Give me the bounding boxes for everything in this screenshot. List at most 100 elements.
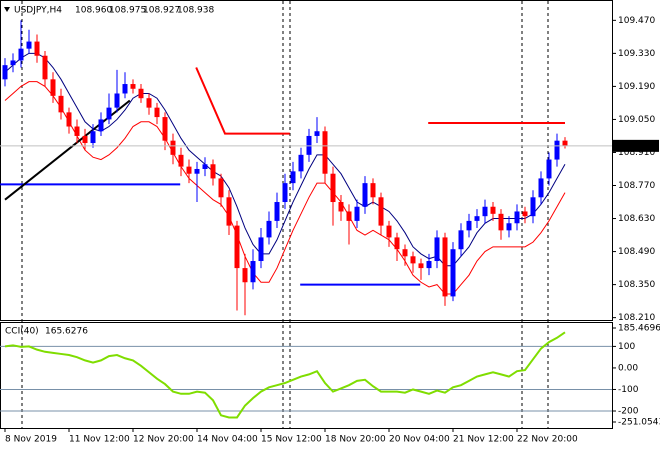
candle-body xyxy=(370,183,376,198)
candle-body xyxy=(394,237,400,250)
y-tick-label: 108.490 xyxy=(618,247,655,257)
candle-body xyxy=(210,164,216,179)
y-tick-label: 109.190 xyxy=(618,82,655,92)
candle-body xyxy=(458,230,464,250)
candle-body xyxy=(74,126,80,136)
candle-body xyxy=(34,41,40,56)
candle-body xyxy=(330,173,336,203)
indicator-value: 165.6276 xyxy=(45,327,88,337)
y-tick-label: 109.050 xyxy=(618,115,655,125)
moving-average xyxy=(4,52,566,267)
candle-body xyxy=(90,131,96,144)
menu-arrow[interactable] xyxy=(4,7,10,12)
candle-body xyxy=(170,140,176,155)
x-tick-label: 12 Nov 20:00 xyxy=(133,435,194,445)
ohlc-value: 108.927 xyxy=(143,6,180,16)
candle-body xyxy=(218,178,224,198)
symbol-title: USDJPY,H4 xyxy=(14,6,62,16)
trend-line xyxy=(195,67,290,135)
candle-body xyxy=(482,206,488,217)
candle-body xyxy=(490,206,496,214)
y-tick-label: -100 xyxy=(618,385,639,395)
candle-body xyxy=(538,178,544,198)
candle-body xyxy=(242,268,248,283)
candle-body xyxy=(514,211,520,224)
candle-body xyxy=(314,131,320,136)
candle-body xyxy=(546,159,552,179)
x-tick-label: 14 Nov 04:00 xyxy=(197,435,258,445)
candle-body xyxy=(258,237,264,262)
x-tick-label: 18 Nov 20:00 xyxy=(325,435,386,445)
x-tick-label: 15 Nov 12:00 xyxy=(261,435,322,445)
candle-body xyxy=(354,206,360,221)
candle-body xyxy=(122,84,128,94)
candle-body xyxy=(362,183,368,207)
y-tick-label: 0.00 xyxy=(618,363,638,373)
ohlc-value: 108.960 xyxy=(75,6,112,16)
candle-body xyxy=(26,41,32,49)
candle-body xyxy=(298,154,304,172)
candle-body xyxy=(450,249,456,297)
x-tick-label: 8 Nov 2019 xyxy=(5,435,57,445)
candle-body xyxy=(106,107,112,120)
current-price-label: 108.938 xyxy=(618,141,655,151)
candle-body xyxy=(346,211,352,221)
candle-body xyxy=(466,220,472,231)
candle-body xyxy=(18,48,24,61)
y-tick-label: 108.770 xyxy=(618,181,655,191)
current-price-box xyxy=(613,139,659,152)
y-tick-label: 108.350 xyxy=(618,280,655,290)
price-panel xyxy=(0,0,613,321)
candle-body xyxy=(146,98,152,108)
candle-body xyxy=(498,213,504,231)
candle-body xyxy=(58,95,64,113)
candle-body xyxy=(554,140,560,160)
y-tick-label: 100 xyxy=(618,342,635,352)
y-tick-label: 109.330 xyxy=(618,49,655,59)
candle-body xyxy=(178,154,184,167)
y-tick-label: -251.0543 xyxy=(618,418,660,428)
indicator-title: CCI(40) xyxy=(5,327,39,337)
candle-body xyxy=(402,249,408,257)
candle-body xyxy=(530,197,536,217)
candle-body xyxy=(386,225,392,238)
candle-body xyxy=(66,112,72,127)
candle-body xyxy=(378,197,384,226)
candle-body xyxy=(426,261,432,269)
y-tick-label: 108.910 xyxy=(618,148,655,158)
candle-body xyxy=(290,171,296,184)
candle-body xyxy=(442,237,448,297)
candle-body xyxy=(434,237,440,262)
candle-body xyxy=(2,65,8,80)
candle-body xyxy=(226,197,232,226)
candle-body xyxy=(202,164,208,169)
candle-body xyxy=(274,202,280,221)
candle-body xyxy=(138,88,144,99)
candle-body xyxy=(410,256,416,264)
cci-line xyxy=(4,331,566,419)
period-separators xyxy=(21,1,549,428)
candle-body xyxy=(322,131,328,174)
candle-body xyxy=(98,119,104,132)
x-tick-label: 11 Nov 12:00 xyxy=(69,435,130,445)
candle-body xyxy=(42,55,48,80)
y-tick-label: 185.4696 xyxy=(618,324,660,334)
y-tick-label: 108.630 xyxy=(618,214,655,224)
candle-body xyxy=(162,117,168,141)
candle-body xyxy=(282,183,288,203)
candle-body xyxy=(130,84,136,89)
candle-body xyxy=(338,202,344,212)
candle-body xyxy=(266,220,272,238)
candle-body xyxy=(82,135,88,144)
candle-body xyxy=(114,93,120,108)
x-tick-label: 22 Nov 20:00 xyxy=(517,435,578,445)
candle-body xyxy=(522,211,528,217)
y-tick-label: 109.470 xyxy=(618,16,655,26)
candle-body xyxy=(10,60,16,66)
y-tick-label: 108.210 xyxy=(618,313,655,323)
candle-body xyxy=(506,223,512,231)
x-tick-label: 20 Nov 04:00 xyxy=(389,435,450,445)
ohlc-value: 108.938 xyxy=(177,6,214,16)
